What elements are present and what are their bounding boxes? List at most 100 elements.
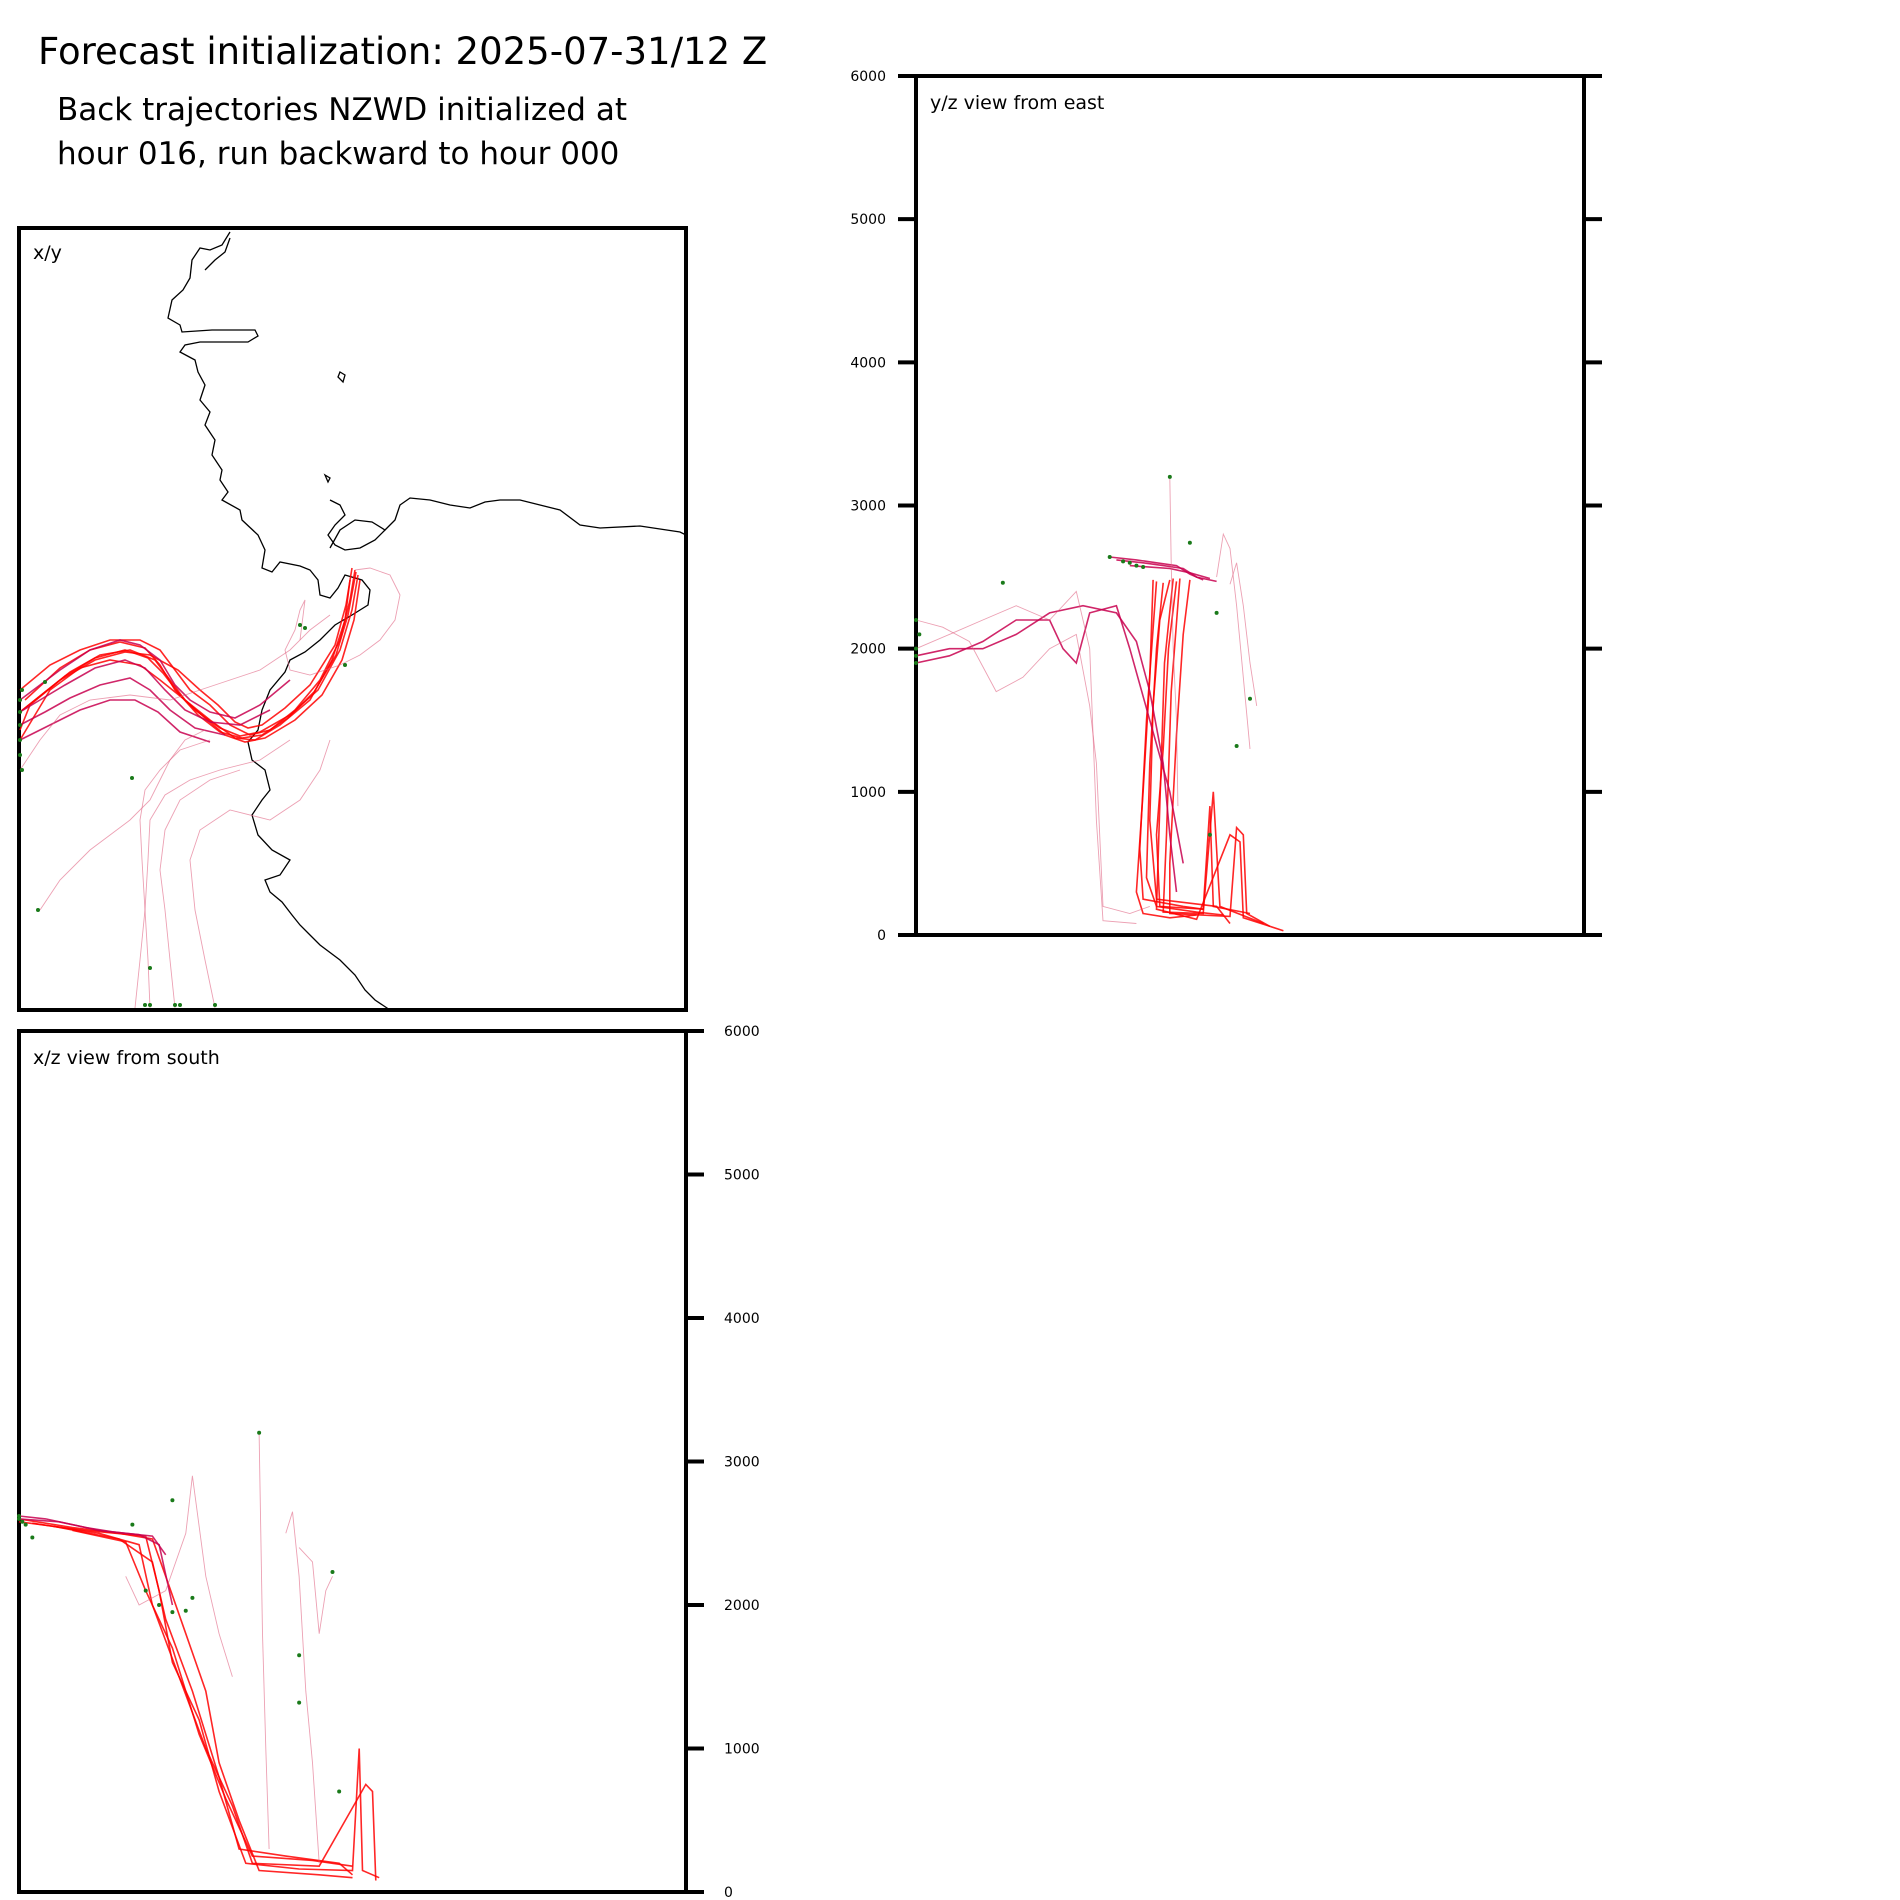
trajectory-endpoint (343, 663, 347, 667)
xz-trajectories (17, 1430, 380, 1881)
coastline (167, 231, 687, 1011)
yz-panel-label: y/z view from east (930, 92, 1104, 114)
trajectory-endpoint (303, 626, 307, 630)
xz-plot: x/z view from south 0 1000 2000 3000 4000 500… (17, 1024, 760, 1900)
trajectory-line (19, 699, 211, 743)
trajectory-endpoint (130, 1522, 135, 1527)
y-tick-label: 4000 (724, 1311, 760, 1327)
trajectory-line (1169, 579, 1271, 928)
subtitle-line-1: Back trajectories NZWD initialized at (57, 92, 627, 128)
y-tick-label: 2000 (724, 1598, 760, 1614)
coastline-segment (204, 237, 231, 271)
xy-trajectories (18, 567, 401, 1009)
trajectory-line (1229, 562, 1258, 706)
trajectory-line (72, 1529, 353, 1867)
trajectory-endpoint (148, 966, 152, 970)
trajectory-endpoint (18, 738, 22, 742)
trajectory-endpoint (18, 723, 22, 727)
trajectory-endpoint (914, 646, 918, 651)
trajectory-endpoint (1141, 565, 1146, 570)
trajectory-endpoint (1207, 832, 1212, 837)
subtitle-line-2: hour 016, run backward to hour 000 (57, 136, 620, 172)
y-tick-label: 1000 (724, 1742, 760, 1758)
trajectory-line (285, 1511, 320, 1864)
trajectory-endpoint (20, 1519, 25, 1524)
y-tick-label: 6000 (850, 69, 886, 85)
trajectory-line (298, 1547, 333, 1634)
trajectory-endpoint (1121, 559, 1126, 564)
trajectory-line (18, 1521, 380, 1879)
trajectory-endpoint (20, 768, 24, 772)
trajectory-endpoint (36, 908, 40, 912)
trajectory-endpoint (18, 710, 22, 714)
xy-frame (17, 226, 688, 1012)
trajectory-line (284, 567, 401, 676)
trajectory-line (1155, 581, 1251, 915)
trajectory-endpoint (298, 623, 302, 627)
y-tick-label: 3000 (850, 499, 886, 515)
trajectory-line (19, 579, 351, 741)
y-tick-label: 0 (724, 1885, 733, 1900)
trajectory-line (1216, 532, 1251, 749)
y-tick-label: 5000 (850, 212, 886, 228)
trajectory-line (1138, 581, 1204, 910)
trajectory-line (1169, 476, 1179, 807)
trajectory-endpoint (1248, 696, 1252, 701)
trajectory-endpoint (1214, 610, 1219, 615)
trajectory-endpoint (17, 1516, 21, 1521)
yz-y-axis: 0 1000 2000 3000 4000 5000 6000 (850, 69, 1602, 944)
trajectory-line (159, 769, 241, 1009)
coastline-segment (329, 497, 687, 549)
coastline-segment (323, 473, 331, 484)
trajectory-line (915, 604, 1184, 864)
trajectory-line (1116, 559, 1217, 583)
trajectory-endpoint (183, 1608, 188, 1613)
trajectory-line (18, 1518, 353, 1879)
trajectory-endpoint (178, 1003, 182, 1007)
trajectory-endpoint (297, 1653, 302, 1658)
coastline-segment (337, 371, 346, 384)
trajectory-endpoint (148, 1003, 152, 1007)
trajectory-endpoint (20, 688, 24, 692)
figure-title: Forecast initialization: 2025-07-31/12 Z (38, 30, 768, 73)
xy-panel-label: x/y (33, 242, 62, 264)
trajectory-endpoint (18, 698, 22, 702)
trajectory-endpoint (1234, 744, 1239, 749)
trajectory-endpoint (170, 1610, 175, 1615)
trajectory-endpoint (914, 660, 918, 665)
trajectory-line (19, 614, 331, 771)
trajectory-line (915, 604, 1178, 893)
trajectory-line (134, 739, 291, 1009)
trajectory-line (139, 739, 211, 1009)
trajectory-line (19, 659, 271, 726)
coastline-segment (167, 231, 391, 1011)
y-tick-label: 1000 (850, 785, 886, 801)
trajectory-endpoint (18, 753, 22, 757)
trajectory-line (1145, 582, 1224, 916)
trajectory-line (19, 569, 356, 736)
xz-y-axis: 0 1000 2000 3000 4000 5000 6000 (686, 1024, 760, 1900)
trajectory-endpoint (17, 1514, 21, 1519)
trajectory-endpoint (143, 1588, 148, 1593)
trajectory-line (39, 729, 206, 911)
trajectory-endpoint (257, 1430, 262, 1435)
trajectory-endpoint (30, 1535, 35, 1540)
coastline-segment (327, 499, 386, 551)
trajectory-endpoint (157, 1603, 162, 1607)
trajectory-line (915, 590, 1137, 924)
trajectory-endpoint (1000, 580, 1005, 585)
trajectory-line (19, 567, 353, 729)
trajectory-endpoint (917, 632, 922, 637)
trajectory-endpoint (190, 1595, 195, 1600)
trajectory-line (1162, 578, 1264, 925)
trajectory-endpoint (1167, 474, 1172, 479)
trajectory-endpoint (914, 653, 918, 658)
trajectory-line (258, 1432, 270, 1850)
trajectory-endpoint (23, 1522, 28, 1527)
trajectory-endpoint (914, 618, 918, 623)
xy-plot: x/y (17, 226, 688, 1012)
trajectory-endpoint (1187, 540, 1192, 545)
trajectory-line (915, 619, 1150, 914)
trajectory-line (32, 1522, 377, 1881)
